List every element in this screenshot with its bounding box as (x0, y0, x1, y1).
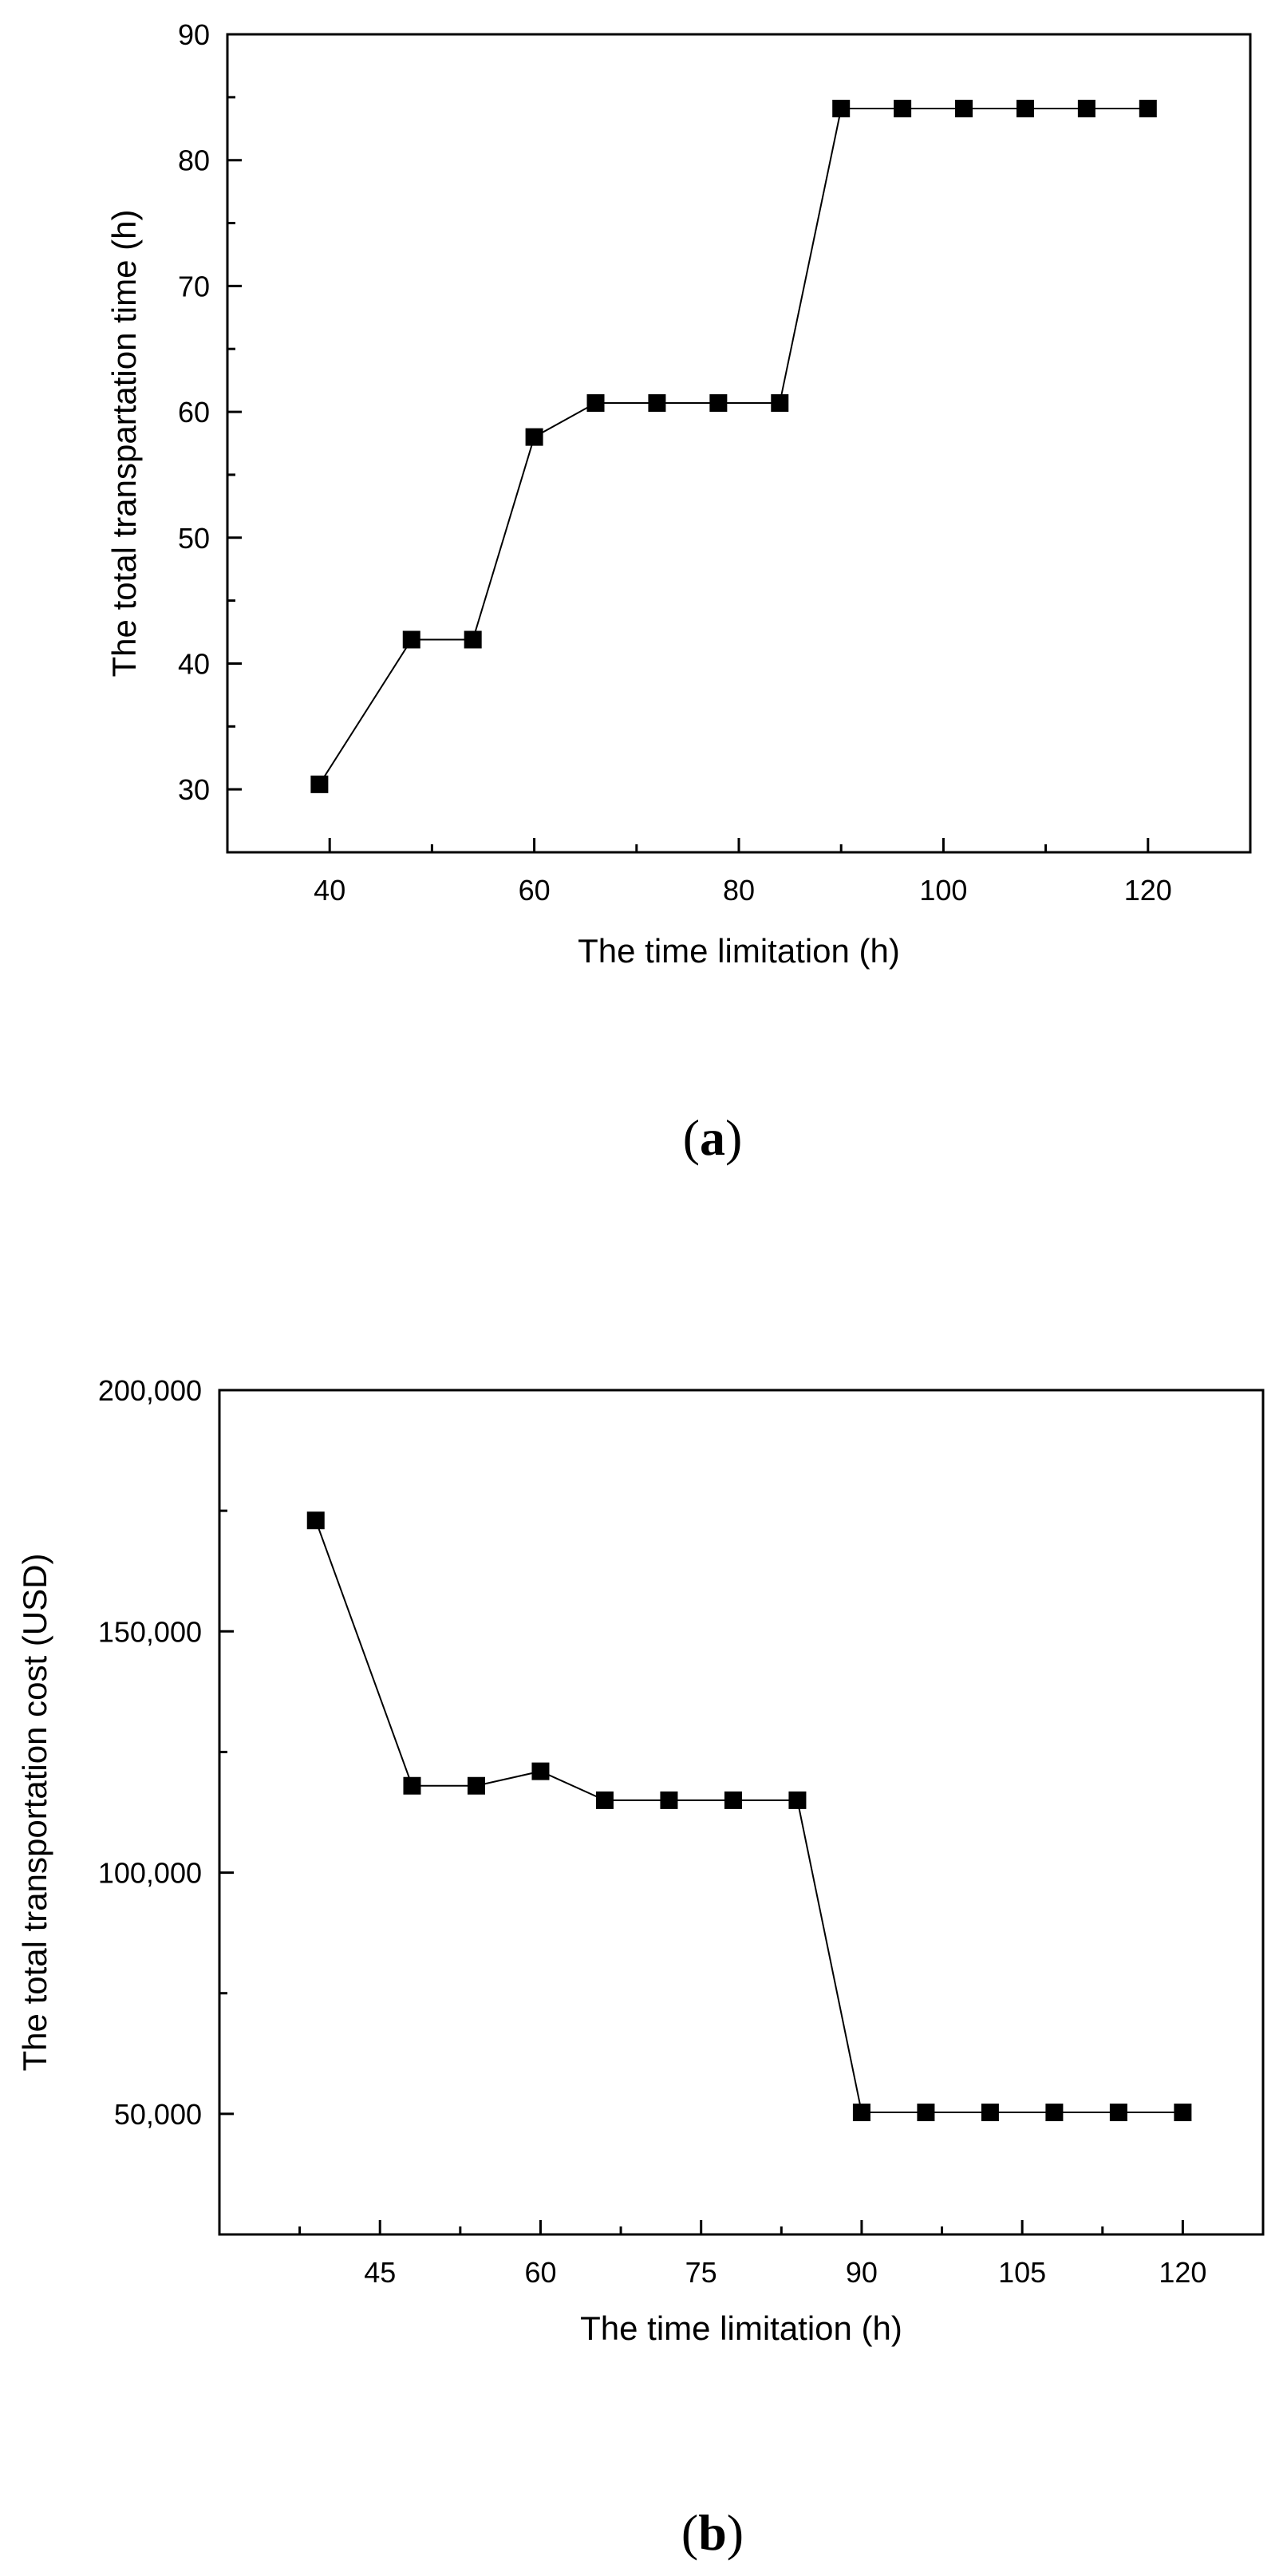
chart-b-series-line (314, 1519, 1183, 2114)
chart-b-x-tick-label: 120 (1159, 2256, 1206, 2289)
chart-a-data-point (955, 100, 973, 118)
chart-a-y-tick-label: 60 (178, 396, 210, 429)
chart-b-data-point (1045, 2104, 1064, 2122)
chart-a-y-tick-label: 70 (178, 270, 210, 302)
chart-b-data-point (531, 1762, 550, 1780)
chart-b-data-point (852, 2104, 870, 2122)
chart-a-y-tick-label: 50 (178, 522, 210, 555)
chart-a-y-tick-label: 80 (178, 144, 210, 177)
chart-b-data-point (981, 2104, 999, 2122)
panel-label-b: (b) (681, 2504, 744, 2561)
chart-b-y-tick-label: 100,000 (98, 1857, 202, 1890)
chart-b-data-point (660, 1791, 678, 1809)
chart-b-data-point (403, 1776, 421, 1795)
chart-a-x-axis-title: The time limitation (h) (578, 932, 900, 970)
chart-a-series-line (318, 108, 1148, 785)
chart-b-data-point (467, 1776, 485, 1795)
chart-a-data-point (709, 394, 728, 413)
chart-b-x-tick-label: 45 (364, 2256, 396, 2289)
chart-a-data-point (310, 775, 329, 793)
chart-b-data-point (306, 1511, 325, 1530)
chart-b-plot-frame (218, 1389, 1265, 2236)
chart-a-data-point (464, 630, 482, 649)
chart-a-y-tick-label: 40 (178, 647, 210, 680)
chart-a-data-point (832, 100, 851, 118)
chart-a-y-axis-title: The total transpartation time (h) (105, 210, 143, 678)
chart-b-x-tick-label: 90 (846, 2256, 878, 2289)
chart-b-y-axis-title: The total transportation cost (USD) (16, 1554, 53, 2072)
chart-a-x-tick-label: 120 (1124, 874, 1172, 907)
chart-a: 40 60 80 100 120 30 40 50 60 70 80 90 The time limit… (105, 18, 1252, 970)
chart-a-data-point (648, 394, 666, 413)
chart-a-plot-frame (226, 33, 1252, 854)
chart-a-y-tick-label: 30 (178, 773, 210, 806)
chart-a-x-tick-label: 100 (919, 874, 967, 907)
chart-b-y-tick-label: 200,000 (98, 1374, 202, 1407)
chart-a-data-point (1016, 100, 1034, 118)
chart-b-data-point (1109, 2104, 1127, 2122)
chart-a-data-point (1077, 100, 1095, 118)
chart-b-data-point (1174, 2104, 1192, 2122)
chart-a-data-point (586, 394, 605, 413)
chart-a-data-point (771, 394, 789, 413)
chart-b-y-tick-label: 50,000 (114, 2098, 202, 2131)
chart-b-y-tick-label: 150,000 (98, 1615, 202, 1648)
chart-a-x-tick-label: 60 (519, 874, 551, 907)
chart-a-x-tick-label: 40 (314, 874, 345, 907)
chart-a-data-point (402, 630, 420, 649)
chart-b-data-point (788, 1791, 807, 1809)
chart-b-data-point (724, 1791, 742, 1809)
chart-a-data-point (1139, 100, 1157, 118)
chart-a-y-tick-label: 90 (178, 18, 210, 51)
chart-a-x-tick-label: 80 (723, 874, 755, 907)
chart-a-data-point (525, 428, 543, 446)
chart-b: 45 60 75 90 105 120 50,000 100,000 150,000 200,00… (16, 1374, 1265, 2347)
chart-b-x-tick-label: 60 (524, 2256, 556, 2289)
chart-b-x-tick-label: 75 (685, 2256, 717, 2289)
chart-b-data-point (917, 2104, 935, 2122)
chart-b-x-axis-title: The time limitation (h) (580, 2309, 902, 2347)
chart-b-x-tick-label: 105 (998, 2256, 1046, 2289)
chart-b-data-point (595, 1791, 614, 1809)
chart-a-data-point (894, 100, 912, 118)
panel-label-a: (a) (683, 1109, 743, 1166)
